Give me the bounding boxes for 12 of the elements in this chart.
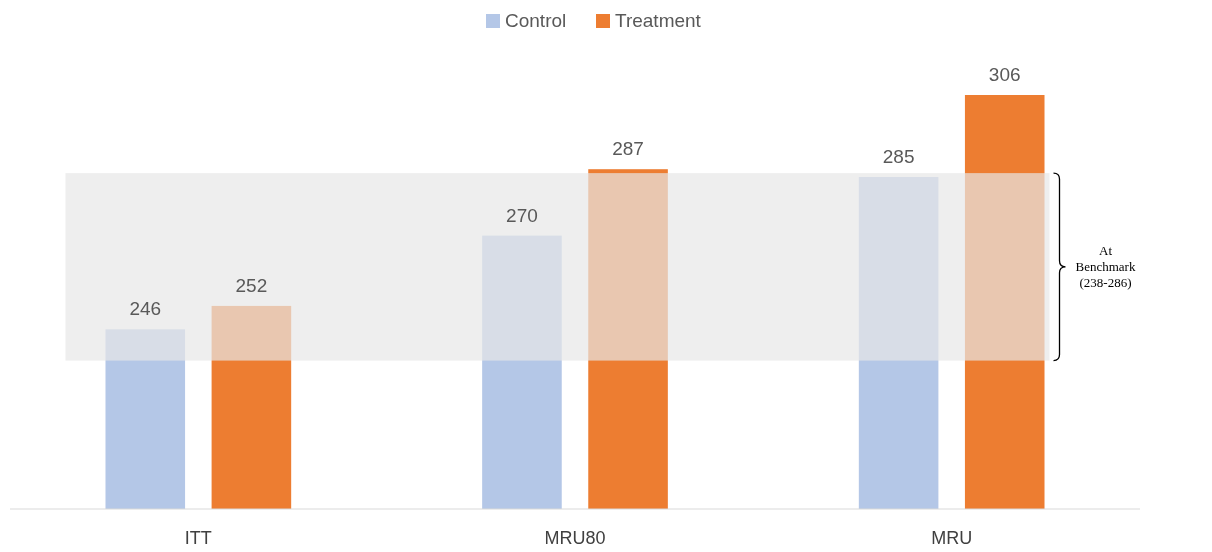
data-label: 285 (882, 146, 915, 168)
band-label: At Benchmark (238-286) (1075, 242, 1136, 290)
legend-label: Treatment (615, 10, 702, 31)
data-label: 270 (506, 204, 538, 226)
data-label: 246 (129, 298, 162, 320)
x-tick-label: ITT (184, 528, 212, 548)
data-label: 287 (612, 138, 644, 160)
x-tick-label: MRU (931, 528, 973, 548)
legend-label: Control (505, 10, 567, 31)
x-tick-label: MRU80 (544, 528, 606, 548)
data-label: 252 (235, 274, 268, 296)
data-label: 306 (988, 64, 1021, 85)
